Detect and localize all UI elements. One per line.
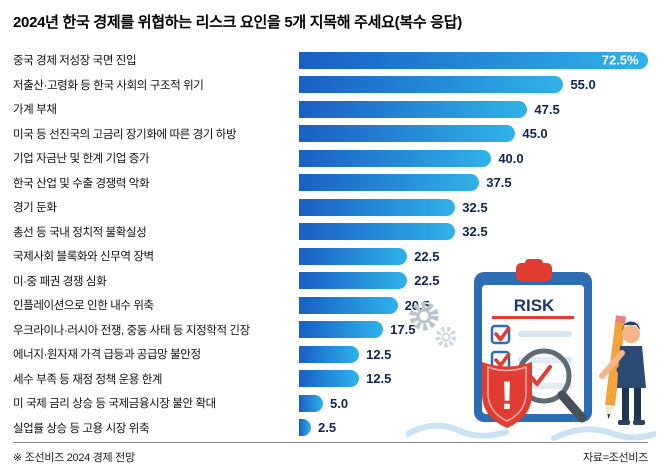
bar-chart: 중국 경제 저성장 국면 진입 72.5% 저출산·고령화 등 한국 사회의 구조적… — [13, 48, 650, 440]
value-label: 55.0 — [570, 77, 596, 93]
value-label: 12.5 — [366, 371, 392, 387]
value-label: 47.5 — [534, 101, 560, 117]
value-label: 37.5 — [486, 175, 512, 191]
bar — [299, 125, 516, 143]
value-label: 17.5 — [390, 322, 416, 338]
bar — [299, 198, 456, 216]
exclamation-glyph: ! — [500, 374, 513, 418]
value-label: 32.5 — [462, 224, 488, 240]
category-label: 실업률 상승 등 고용 시장 위축 — [13, 422, 150, 435]
bar-track: 55.0 — [299, 76, 650, 94]
category-label: 세수 부족 등 재정 정책 운용 한계 — [13, 373, 163, 386]
category-label: 에너지·원자재 가격 급등과 공급망 불안정 — [13, 349, 201, 362]
bar-track: 40.0 — [299, 149, 650, 167]
bar-track: 32.5 — [299, 223, 650, 241]
checkbox-row — [490, 324, 572, 345]
category-label: 한국 산업 및 수출 경쟁력 악화 — [13, 177, 150, 190]
person-figure — [599, 315, 646, 425]
risk-text: RISK — [514, 296, 555, 315]
bar-row: 미·중 패권 경쟁 심화 22.5 — [13, 269, 650, 294]
bar-track: 72.5% — [299, 51, 650, 69]
bar-track: 17.5 — [299, 321, 650, 339]
bar-row: 가계 부채 47.5 — [13, 97, 650, 122]
bar — [299, 370, 360, 388]
category-label: 인플레이션으로 인한 내수 위축 — [13, 300, 154, 313]
value-label: 40.0 — [498, 150, 524, 166]
risk-illustration: RISK ! — [406, 259, 656, 441]
bar-row: 한국 산업 및 수출 경쟁력 악화 37.5 — [13, 171, 650, 196]
bar-row: 미국 등 선진국의 고금리 장기화에 따른 경기 하방 45.0 — [13, 122, 650, 147]
bar-row: 우크라이나·러시아 전쟁, 중동 사태 등 지정학적 긴장 17.5 — [13, 318, 650, 343]
bar-row: 국제사회 블록화와 신무역 장벽 22.5 — [13, 244, 650, 269]
category-label: 중국 경제 저성장 국면 진입 — [13, 55, 137, 68]
bar — [299, 174, 480, 192]
category-label: 경기 둔화 — [13, 202, 57, 215]
bar-row: 저출산·고령화 등 한국 사회의 구조적 위기 55.0 — [13, 73, 650, 98]
category-label: 미·중 패권 경쟁 심화 — [13, 275, 107, 288]
bar — [299, 394, 324, 412]
bar-row: 실업률 상승 등 고용 시장 위축 2.5 — [13, 416, 650, 441]
bar-track: 47.5 — [299, 100, 650, 118]
bar-row: 세수 부족 등 재정 정책 운용 한계 12.5 — [13, 367, 650, 392]
bar — [299, 321, 384, 339]
value-label: 22.5 — [414, 248, 440, 264]
category-label: 우크라이나·러시아 전쟁, 중동 사태 등 지정학적 긴장 — [13, 324, 250, 337]
page-title: 2024년 한국 경제를 위협하는 리스크 요인을 5개 지목해 주세요(복수 … — [13, 14, 462, 31]
bar — [299, 345, 360, 363]
bar-row: 경기 둔화 32.5 — [13, 195, 650, 220]
bar-track: 5.0 — [299, 394, 650, 412]
category-label: 저출산·고령화 등 한국 사회의 구조적 위기 — [13, 79, 204, 92]
footer: ※ 조선비즈 2024 경제 전망 자료=조선비즈 — [13, 442, 648, 465]
risk-shield-icon: ! — [482, 362, 532, 428]
value-label: 2.5 — [318, 420, 337, 436]
bar — [299, 296, 398, 314]
footer-source: 자료=조선비즈 — [582, 452, 648, 464]
bar-track: 37.5 — [299, 174, 650, 192]
value-label: 72.5% — [601, 52, 639, 68]
value-label: 45.0 — [522, 126, 548, 142]
value-label: 5.0 — [330, 395, 349, 411]
bar-track: 2.5 — [299, 419, 650, 437]
wave-right-shape — [551, 426, 656, 441]
bar-row: 미 국제 금리 상승 등 국제금융시장 불안 확대 5.0 — [13, 391, 650, 416]
gear-icon — [409, 301, 457, 348]
bar-track: 45.0 — [299, 125, 650, 143]
bar: 72.5% — [299, 51, 648, 69]
category-label: 미국 등 선진국의 고금리 장기화에 따른 경기 하방 — [13, 128, 237, 141]
category-label: 총선 등 국내 정치적 불확실성 — [13, 226, 147, 239]
category-label: 국제사회 블록화와 신무역 장벽 — [13, 251, 154, 264]
bar-row: 기업 자금난 및 한계 기업 증가 40.0 — [13, 146, 650, 171]
bar-row: 에너지·원자재 가격 급등과 공급망 불안정 12.5 — [13, 342, 650, 367]
value-label: 12.5 — [366, 346, 392, 362]
bar-track: 12.5 — [299, 370, 650, 388]
bar-track: 12.5 — [299, 345, 650, 363]
bar-track: 22.5 — [299, 247, 650, 265]
value-label: 22.5 — [414, 273, 440, 289]
value-label: 32.5 — [462, 199, 488, 215]
bar — [299, 223, 456, 241]
bar-track: 32.5 — [299, 198, 650, 216]
footer-note: ※ 조선비즈 2024 경제 전망 — [13, 452, 135, 464]
bar — [299, 272, 408, 290]
bar-row: 총선 등 국내 정치적 불확실성 32.5 — [13, 220, 650, 245]
wave-left-shape — [406, 422, 509, 439]
bar — [299, 247, 408, 265]
bar — [299, 100, 528, 118]
bar-track: 22.5 — [299, 272, 650, 290]
bar-rows: 중국 경제 저성장 국면 진입 72.5% 저출산·고령화 등 한국 사회의 구조적… — [13, 48, 650, 440]
bar — [299, 149, 492, 167]
category-label: 미 국제 금리 상승 등 국제금융시장 불안 확대 — [13, 398, 216, 411]
category-label: 가계 부채 — [13, 104, 57, 117]
bar-row: 중국 경제 저성장 국면 진입 72.5% — [13, 48, 650, 73]
bar — [299, 419, 312, 437]
bar — [299, 76, 564, 94]
category-label: 기업 자금난 및 한계 기업 증가 — [13, 153, 150, 166]
